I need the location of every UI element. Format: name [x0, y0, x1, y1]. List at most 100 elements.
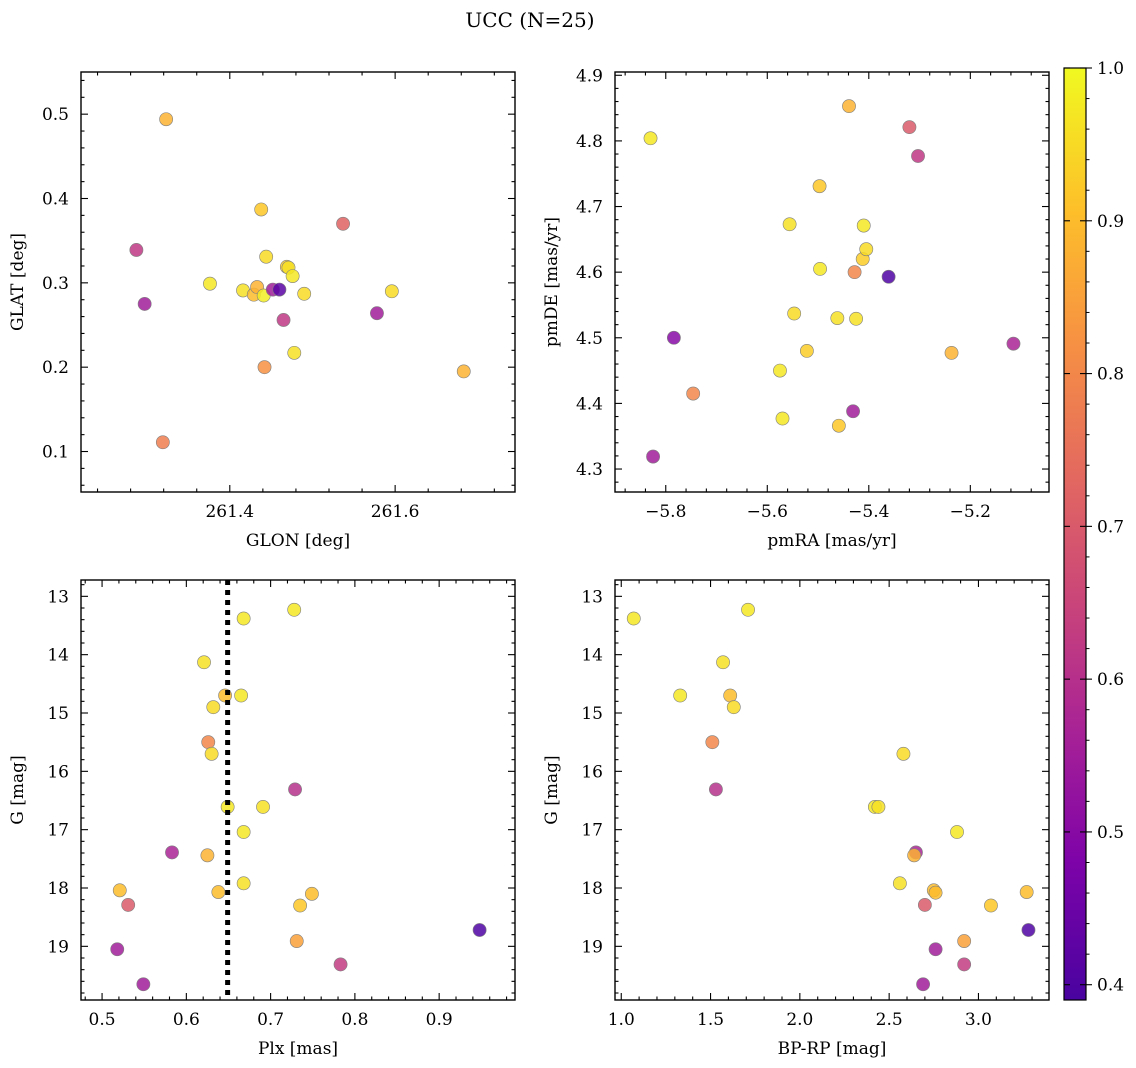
scatter-point: [254, 202, 269, 217]
x-tick-label: 0.8: [341, 1010, 368, 1030]
scatter-point: [289, 934, 304, 948]
scatter-point: [907, 848, 922, 863]
y-tick-label: 4.7: [576, 198, 603, 218]
panel-2: −5.8 −5.6 −5.4 −5.2 4.3 4.4 4.5 4.6 4.7 4.8 4.9 pmR…: [542, 66, 1050, 551]
y-tick-label: 0.3: [42, 274, 69, 294]
colorbar-tick-label: 1.0: [1097, 59, 1124, 79]
x-tick-label: 2.5: [876, 1010, 903, 1030]
scatter-point: [370, 306, 384, 321]
scatter-point: [673, 688, 688, 703]
colorbar-tick-label: 0.6: [1097, 670, 1124, 690]
axis-ticks: [81, 72, 515, 492]
scatter-point: [787, 306, 802, 321]
scatter-point: [723, 688, 738, 703]
scatter-point: [236, 825, 251, 839]
scatter-point: [842, 99, 856, 114]
scatter-point: [276, 313, 291, 327]
y-tick-label: 16: [47, 762, 69, 782]
scatter-point: [716, 655, 730, 670]
axes-frame: [614, 71, 1050, 493]
x-tick-label: −5.4: [848, 502, 889, 522]
scatter-point: [287, 602, 302, 617]
colorbar-tick-label: 0.8: [1097, 365, 1124, 385]
y-tick-label: 16: [581, 762, 603, 782]
scatter-point: [129, 243, 144, 257]
y-tick-label: 4.9: [576, 66, 603, 86]
scatter-point: [773, 363, 787, 378]
panel-3: 0.5 0.6 0.7 0.8 0.9 13 14 15 16 17 18 19 Plx [mas] G …: [8, 579, 516, 1059]
figure-title: UCC (N=25): [465, 8, 594, 32]
y-tick-label: 4.4: [576, 394, 603, 414]
y-tick-label: 0.2: [42, 358, 69, 378]
y-tick-label: 14: [581, 646, 603, 666]
panel-1: 261.4 261.6 0.1 0.2 0.3 0.4 0.5 GLON [deg] GLAT …: [8, 71, 516, 551]
scatter-point: [256, 800, 270, 814]
scatter-point: [1021, 923, 1036, 937]
y-tick-label: 0.4: [42, 190, 69, 210]
y-tick-label: 4.5: [576, 329, 603, 349]
scatter-point: [984, 898, 998, 913]
axis-ticks: [81, 580, 515, 1000]
scatter-point: [813, 261, 827, 276]
scatter-point: [666, 330, 681, 345]
scatter-point: [782, 217, 797, 232]
scatter-point: [137, 297, 152, 311]
scatter-point: [917, 898, 932, 912]
axes-frame: [614, 579, 1050, 1001]
y-tick-label: 14: [47, 646, 69, 666]
y-tick-label: 4.6: [576, 263, 603, 283]
scatter-point: [203, 276, 217, 291]
axis-ticks: [615, 72, 1049, 492]
y-tick-label: 17: [47, 821, 69, 841]
x-tick-label: 2.0: [786, 1010, 813, 1030]
y-tick-label: 4.8: [576, 132, 603, 152]
scatter-points: [129, 112, 471, 450]
scatter-point: [285, 269, 300, 283]
y-tick-label: 4.3: [576, 460, 603, 480]
scatter-point: [859, 242, 874, 257]
scatter-point: [211, 885, 226, 899]
scatter-point: [197, 655, 211, 670]
panels: 261.4 261.6 0.1 0.2 0.3 0.4 0.5 GLON [deg] GLAT …: [8, 66, 1050, 1059]
y-tick-label: 18: [581, 879, 603, 899]
colorbar-tick-label: 0.5: [1097, 823, 1124, 843]
scatter-point: [136, 977, 151, 992]
scatter-point: [472, 923, 487, 937]
scatter-points: [643, 99, 1021, 464]
scatter-point: [204, 746, 219, 761]
scatter-point: [928, 885, 943, 900]
scatter-point: [775, 411, 790, 426]
scatter-point: [384, 284, 399, 299]
scatter-point: [831, 418, 846, 433]
scatter-point: [159, 112, 174, 127]
axes-frame: [80, 579, 516, 1001]
y-tick-label: 19: [581, 937, 603, 957]
scatter-point: [336, 216, 350, 231]
scatter-point: [1006, 336, 1021, 351]
y-axis-label: G [mag]: [542, 755, 562, 824]
scatter-point: [856, 218, 871, 233]
y-axis-label: G [mag]: [8, 755, 28, 824]
scatter-point: [110, 942, 125, 957]
scatter-points: [110, 602, 487, 992]
scatter-point: [726, 700, 741, 715]
y-tick-label: 18: [47, 879, 69, 899]
y-tick-label: 19: [47, 937, 69, 957]
panel-4: 1.0 1.5 2.0 2.5 3.0 13 14 15 16 17 18 19 BP-RP [mag]…: [542, 579, 1050, 1059]
axis-ticks: [615, 580, 1049, 1000]
scatter-point: [121, 898, 136, 912]
scatter-point: [928, 942, 943, 957]
scatter-point: [957, 957, 972, 972]
scatter-point: [236, 876, 251, 891]
x-tick-label: −5.2: [950, 502, 991, 522]
scatter-point: [626, 611, 641, 626]
x-tick-label: 261.6: [371, 502, 420, 522]
scatter-point: [799, 344, 814, 358]
scatter-point: [871, 800, 886, 814]
x-tick-label: 0.5: [89, 1010, 116, 1030]
scatter-point: [896, 746, 911, 761]
x-tick-label: 3.0: [965, 1010, 992, 1030]
x-axis-label: BP-RP [mag]: [778, 1039, 887, 1059]
y-tick-label: 0.5: [42, 105, 69, 125]
